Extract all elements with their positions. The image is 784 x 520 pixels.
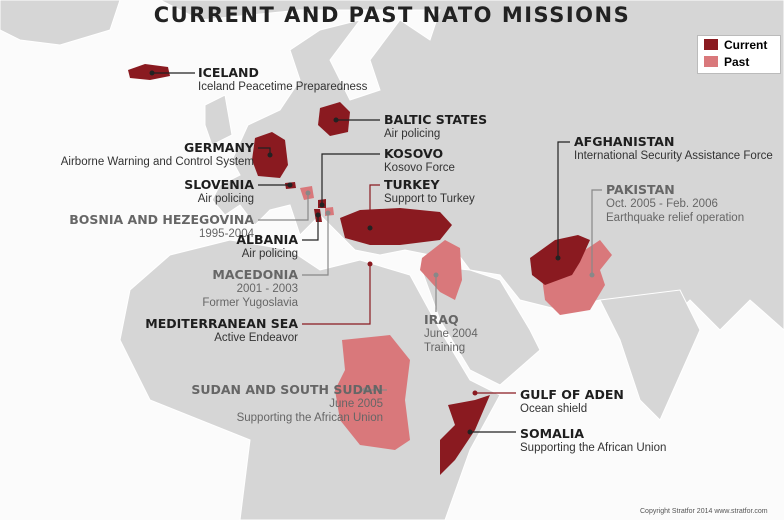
label-iceland: ICELAND Iceland Peacetime Preparedness: [198, 65, 368, 94]
label-kosovo: KOSOVO Kosovo Force: [384, 146, 455, 175]
label-germany: GERMANY Airborne Warning and Control Syst…: [60, 140, 254, 169]
current-swatch: [704, 39, 718, 50]
region-afghanistan: [530, 235, 590, 285]
label-somalia: SOMALIA Supporting the African Union: [520, 426, 667, 455]
label-pakistan: PAKISTAN Oct. 2005 - Feb. 2006 Earthquake …: [606, 182, 745, 225]
marker-dots: [149, 70, 595, 435]
legend-current: Current: [698, 36, 780, 53]
region-pakistan: [542, 240, 612, 315]
land-greenland: [0, 0, 121, 46]
legend: Current Past: [697, 35, 781, 74]
label-gulf-of-aden: GULF OF ADEN Ocean shield: [520, 387, 624, 416]
land-africa: [119, 239, 501, 520]
label-iraq: IRAQ June 2004 Training: [424, 312, 478, 355]
region-sudan: [335, 335, 410, 450]
label-slovenia: SLOVENIA Air policing: [184, 177, 254, 206]
label-mediterranean-sea: MEDITERRANEAN SEA Active Endeavor: [145, 316, 298, 345]
region-turkey: [340, 208, 452, 245]
label-sudan: SUDAN AND SOUTH SUDAN June 2005 Supporting…: [191, 382, 383, 425]
label-bosnia: BOSNIA AND HEZEGOVINA 1995-2004: [69, 212, 254, 241]
legend-past-label: Past: [724, 54, 750, 69]
past-swatch: [704, 56, 718, 67]
leader-lines: [152, 72, 602, 433]
copyright: Copyright Stratfor 2014 www.stratfor.com: [640, 508, 768, 515]
label-baltic-states: BALTIC STATES Air policing: [384, 112, 488, 141]
land-india: [599, 289, 701, 421]
legend-current-label: Current: [724, 37, 768, 52]
map-title: CURRENT AND PAST NATO MISSIONS: [153, 3, 631, 27]
region-iceland: [128, 64, 170, 80]
region-somalia: [440, 395, 490, 475]
label-macedonia: MACEDONIA 2001 - 2003 Former Yugoslavia: [202, 267, 298, 310]
legend-past: Past: [698, 53, 780, 70]
label-afghanistan: AFGHANISTAN International Security Assist…: [574, 134, 773, 163]
label-turkey: TURKEY Support to Turkey: [384, 177, 475, 206]
region-iraq: [420, 240, 462, 300]
label-albania: ALBANIA Air policing: [236, 232, 298, 261]
land-uk: [204, 94, 233, 146]
